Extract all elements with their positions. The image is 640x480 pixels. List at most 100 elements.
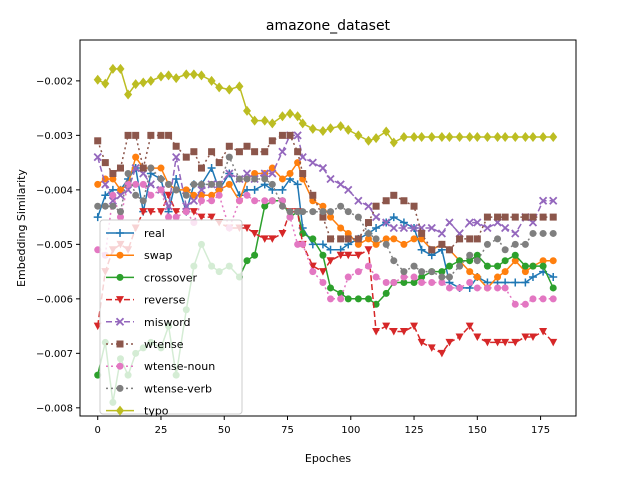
legend-label: wtense-noun	[144, 360, 215, 373]
data-point	[109, 202, 117, 210]
data-point	[473, 218, 482, 227]
data-point	[529, 229, 537, 237]
data-point	[326, 257, 335, 265]
data-point	[473, 333, 482, 341]
data-point	[466, 251, 474, 259]
data-point	[539, 295, 547, 303]
legend-entry-reverse: reverse	[106, 294, 186, 307]
data-point	[327, 208, 335, 216]
data-point	[493, 131, 502, 142]
data-point	[483, 262, 491, 270]
data-point	[494, 262, 502, 270]
data-point	[182, 69, 191, 80]
data-point	[494, 235, 502, 243]
data-point	[445, 273, 453, 281]
data-point	[261, 197, 269, 205]
data-point	[438, 240, 446, 248]
data-point	[123, 185, 133, 194]
data-point	[260, 169, 269, 178]
data-point	[109, 170, 117, 178]
data-point	[157, 131, 165, 139]
legend-marker	[116, 229, 124, 237]
data-point	[549, 338, 558, 347]
data-point	[418, 235, 426, 243]
x-tick-label: 25	[155, 425, 168, 436]
data-point	[278, 131, 286, 139]
data-point	[494, 273, 502, 281]
data-point	[418, 229, 426, 237]
data-point	[549, 273, 558, 282]
data-point	[539, 213, 547, 221]
data-point	[139, 180, 147, 188]
data-point	[215, 82, 224, 93]
data-point	[327, 295, 335, 303]
data-point	[286, 208, 294, 216]
data-point	[251, 175, 259, 183]
data-point	[399, 131, 408, 142]
data-point	[172, 142, 180, 150]
data-point	[337, 235, 345, 243]
legend-marker	[116, 405, 124, 416]
data-point	[319, 213, 327, 221]
data-point	[308, 123, 317, 134]
data-point	[235, 148, 243, 156]
data-point	[250, 229, 259, 238]
data-point	[354, 251, 363, 260]
data-point	[109, 175, 117, 183]
data-point	[382, 197, 390, 205]
data-point	[364, 235, 372, 243]
data-point	[326, 174, 335, 184]
data-point	[483, 240, 491, 248]
x-axis-label: Epoches	[305, 452, 351, 465]
legend-box	[99, 219, 243, 415]
data-point	[390, 257, 398, 265]
data-point	[344, 124, 353, 135]
data-point	[372, 273, 380, 281]
data-point	[428, 268, 436, 276]
data-point	[511, 240, 519, 248]
data-point	[445, 262, 453, 270]
y-tick-label: −0.003	[36, 131, 73, 142]
data-point	[146, 180, 155, 189]
data-point	[94, 202, 102, 210]
data-point	[354, 196, 363, 205]
legend-label: typo	[144, 405, 169, 418]
data-point	[116, 191, 125, 200]
data-point	[294, 240, 302, 248]
data-point	[294, 208, 302, 216]
data-point	[473, 284, 481, 292]
data-point	[382, 235, 390, 243]
data-point	[400, 240, 408, 248]
data-point	[299, 208, 307, 216]
data-point	[156, 208, 165, 216]
data-point	[521, 333, 530, 341]
data-point	[344, 251, 353, 260]
data-point	[108, 63, 117, 74]
data-point	[251, 251, 259, 259]
data-point	[116, 208, 124, 216]
data-point	[437, 229, 447, 238]
data-point	[268, 164, 276, 172]
data-point	[278, 147, 287, 156]
data-point	[511, 278, 520, 287]
legend: real swap crossover reverse misword wtense wte…	[99, 219, 243, 418]
data-point	[511, 338, 520, 347]
legend-label: reverse	[144, 294, 186, 307]
legend-entry-wtense-noun: wtense-noun	[106, 360, 215, 373]
data-point	[286, 131, 294, 139]
data-point	[208, 197, 216, 205]
data-point	[371, 212, 381, 222]
series-typo	[93, 63, 558, 148]
data-point	[318, 163, 328, 173]
data-point	[549, 257, 557, 265]
data-point	[172, 208, 181, 216]
data-point	[182, 191, 190, 199]
data-point	[336, 180, 345, 189]
y-tick-label: −0.005	[36, 240, 73, 251]
data-point	[261, 148, 269, 156]
data-point	[445, 218, 454, 227]
data-point	[309, 208, 317, 216]
data-point	[418, 278, 426, 286]
data-point	[101, 202, 109, 210]
data-point	[268, 180, 276, 188]
